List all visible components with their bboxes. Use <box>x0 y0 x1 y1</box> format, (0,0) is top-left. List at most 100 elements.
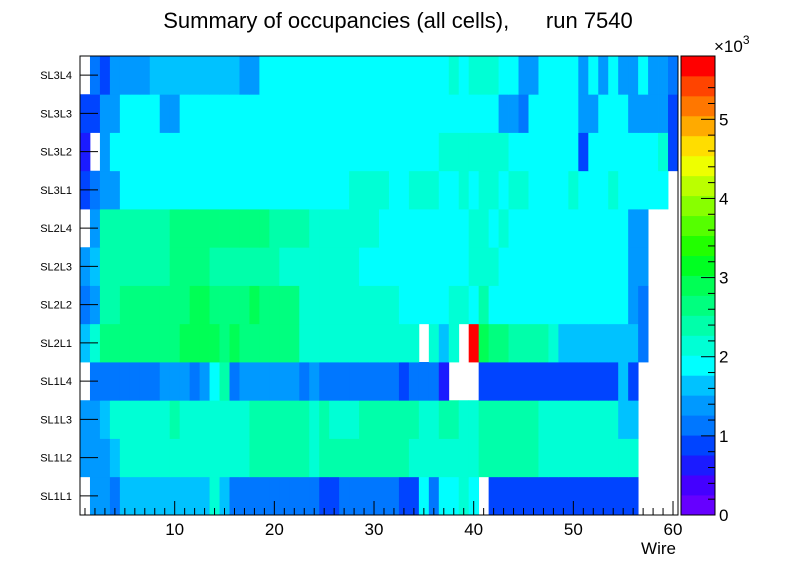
heatmap-cell <box>588 132 599 172</box>
heatmap-cell <box>418 132 430 172</box>
heatmap-cell <box>668 94 679 133</box>
heatmap-cell <box>349 56 360 95</box>
z-tick-label: 2 <box>719 348 728 367</box>
heatmap-cell <box>129 132 141 172</box>
heatmap-cell <box>648 56 659 95</box>
heatmap-cell <box>239 400 250 439</box>
heatmap-cell <box>329 209 340 248</box>
palette-swatch <box>681 175 715 197</box>
heatmap-cell <box>638 94 649 133</box>
heatmap-cell <box>518 362 529 401</box>
heatmap-cell <box>189 56 200 95</box>
heatmap-cell <box>458 400 470 439</box>
heatmap-cell <box>279 400 290 439</box>
heatmap-cell <box>369 323 380 363</box>
heatmap-cell <box>478 209 490 248</box>
heatmap-cell <box>628 94 639 133</box>
heatmap-cell <box>538 285 549 325</box>
heatmap-cell <box>458 132 470 172</box>
heatmap-cell <box>528 438 539 478</box>
heatmap-cell <box>578 94 589 133</box>
heatmap-cell <box>448 132 460 172</box>
heatmap-cell <box>548 94 559 133</box>
heatmap-cell <box>638 247 649 286</box>
heatmap-cell <box>249 170 260 210</box>
z-tick-label: 1 <box>719 427 728 446</box>
heatmap-cell <box>339 170 350 210</box>
heatmap-cell <box>388 362 400 401</box>
palette-swatch <box>681 75 715 97</box>
heatmap-cell <box>548 285 559 325</box>
heatmap-cell <box>458 247 470 286</box>
heatmap-cell <box>578 170 589 210</box>
heatmap-cell <box>379 285 390 325</box>
heatmap-cell <box>578 132 589 172</box>
heatmap-cell <box>668 56 679 95</box>
heatmap-cell <box>149 209 161 248</box>
heatmap-cell <box>359 170 370 210</box>
heatmap-cell <box>229 209 240 248</box>
heatmap-cell <box>259 247 270 286</box>
heatmap-cell <box>229 94 240 133</box>
heatmap-cell <box>359 362 370 401</box>
heatmap-cell <box>418 362 430 401</box>
heatmap-cell <box>229 438 240 478</box>
palette-swatch <box>681 435 715 456</box>
heatmap-cell <box>588 56 599 95</box>
heatmap-cell <box>638 323 649 363</box>
heatmap-cell <box>578 438 589 478</box>
heatmap-cell <box>418 247 430 286</box>
heatmap-cell <box>538 170 549 210</box>
heatmap-cell <box>388 132 400 172</box>
heatmap-cell <box>129 362 141 401</box>
heatmap-cell <box>179 400 191 439</box>
heatmap-cell <box>628 132 639 172</box>
heatmap-cell <box>319 56 330 95</box>
heatmap-cell <box>309 362 320 401</box>
heatmap-cell <box>369 285 380 325</box>
heatmap-cell <box>99 56 111 95</box>
heatmap-cell <box>588 170 599 210</box>
y-tick-label: SL1L2 <box>40 453 72 465</box>
heatmap-cell <box>528 170 539 210</box>
heatmap-cell <box>468 400 480 439</box>
heatmap-cell <box>558 400 569 439</box>
x-tick-label: 30 <box>365 520 384 539</box>
heatmap-cell <box>359 56 370 95</box>
heatmap-cell <box>209 400 220 439</box>
heatmap-cell <box>329 94 340 133</box>
heatmap-cell <box>249 323 260 363</box>
heatmap-cell <box>209 132 220 172</box>
heatmap-cell <box>538 323 549 363</box>
heatmap-cell <box>269 362 280 401</box>
heatmap-cell <box>408 400 420 439</box>
heatmap-cell <box>259 476 270 516</box>
heatmap-cell <box>388 438 400 478</box>
heatmap-cell <box>299 132 310 172</box>
heatmap-cell <box>388 247 400 286</box>
heatmap-cell <box>209 476 220 516</box>
heatmap-cell <box>548 476 559 516</box>
heatmap-cell <box>528 400 539 439</box>
heatmap-cell <box>229 247 240 286</box>
heatmap-cell <box>488 438 499 478</box>
heatmap-cell <box>508 400 519 439</box>
heatmap-cell <box>129 247 141 286</box>
y-tick-label: SL3L1 <box>40 185 72 197</box>
heatmap-cell <box>578 476 589 516</box>
heatmap-cell <box>518 438 529 478</box>
heatmap-cell <box>219 94 230 133</box>
heatmap-cell <box>169 170 181 210</box>
x-axis-title: Wire <box>641 539 676 558</box>
heatmap-cell <box>468 56 480 95</box>
heatmap-cell <box>458 56 470 95</box>
heatmap-cell <box>199 56 210 95</box>
heatmap-cell <box>588 323 599 363</box>
x-tick-label: 50 <box>564 520 583 539</box>
heatmap-cell <box>339 323 350 363</box>
palette-swatch <box>681 415 715 436</box>
heatmap-cell <box>468 323 480 363</box>
heatmap-cell <box>498 362 509 401</box>
heatmap-cell <box>359 400 370 439</box>
heatmap-cell <box>279 56 290 95</box>
